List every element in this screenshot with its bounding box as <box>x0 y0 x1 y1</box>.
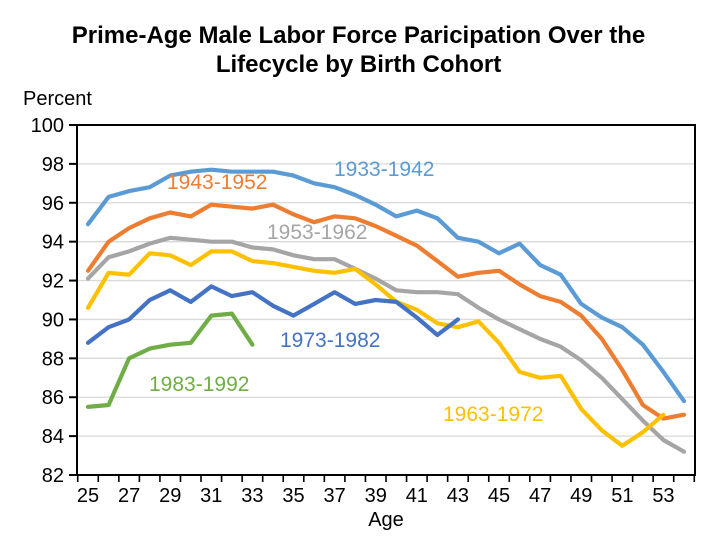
x-tick-label: 53 <box>652 485 674 507</box>
y-tick-label: 92 <box>42 271 64 293</box>
x-tick-label: 31 <box>200 485 222 507</box>
y-tick-label: 94 <box>42 232 64 254</box>
series-label-1973-1982: 1973-1982 <box>280 329 381 352</box>
x-tick-label: 43 <box>447 485 469 507</box>
x-axis-title: Age <box>368 509 404 531</box>
y-tick-label: 100 <box>31 115 64 137</box>
y-tick-label: 84 <box>42 426 64 448</box>
series-line-1943-1952 <box>85 202 687 421</box>
series-line-1973-1982 <box>85 284 460 345</box>
y-tick-label: 96 <box>42 193 64 215</box>
series-label-1983-1992: 1983-1992 <box>149 373 250 396</box>
x-tick-label: 35 <box>282 485 304 507</box>
series-label-1933-1942: 1933-1942 <box>334 158 435 181</box>
x-tick-label: 47 <box>529 485 551 507</box>
series-label-1943-1952: 1943-1952 <box>167 171 268 194</box>
y-axis-title: Percent <box>23 88 92 110</box>
series-label-1963-1972: 1963-1972 <box>443 403 544 426</box>
series-label-1953-1962: 1953-1962 <box>267 221 368 244</box>
x-tick-label: 37 <box>323 485 345 507</box>
x-tick-label: 41 <box>406 485 428 507</box>
x-tick-label: 29 <box>159 485 181 507</box>
series-line-1933-1942 <box>85 167 687 404</box>
y-tick-label: 86 <box>42 387 64 409</box>
y-tick-label: 98 <box>42 154 64 176</box>
series-line-1983-1992 <box>85 311 255 409</box>
x-tick-label: 51 <box>611 485 633 507</box>
x-tick-label: 25 <box>77 485 99 507</box>
x-tick-label: 27 <box>118 485 140 507</box>
y-tick-label: 82 <box>42 465 64 487</box>
x-tick-label: 39 <box>365 485 387 507</box>
series-line-1963-1972 <box>85 249 666 448</box>
x-tick-label: 33 <box>241 485 263 507</box>
x-tick-label: 49 <box>570 485 592 507</box>
y-tick-label: 88 <box>42 348 64 370</box>
series-line-1953-1962 <box>85 235 687 454</box>
x-tick-label: 45 <box>488 485 510 507</box>
y-tick-label: 90 <box>42 309 64 331</box>
chart-title: Prime-Age Male Labor Force Paricipation … <box>0 21 717 79</box>
chart-title-line1: Prime-Age Male Labor Force Paricipation … <box>71 22 646 49</box>
chart-title-line2: Lifecycle by Birth Cohort <box>215 51 502 78</box>
